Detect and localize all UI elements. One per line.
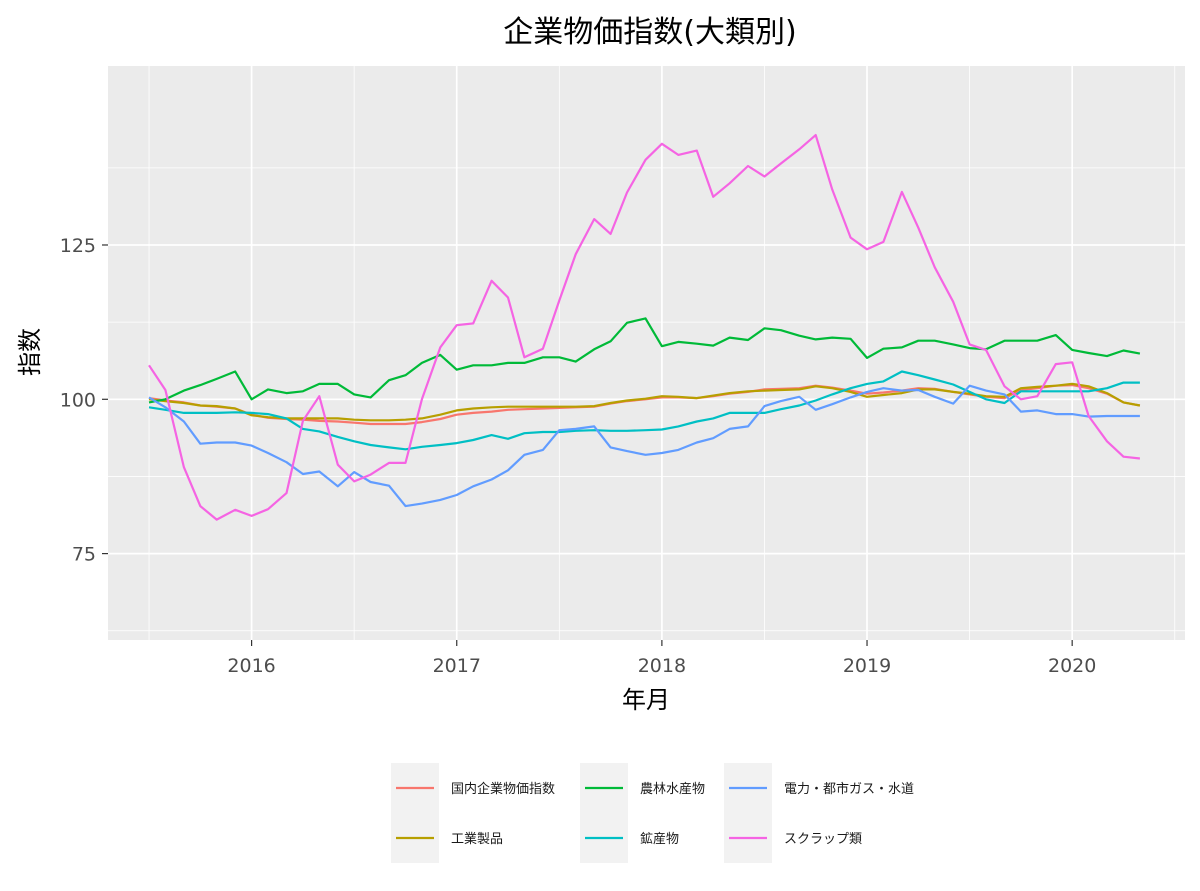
plot-panel bbox=[108, 66, 1185, 640]
series-line-3 bbox=[148, 370, 1140, 451]
legend-label: 電力・都市ガス・水道 bbox=[784, 781, 914, 797]
y-axis-title: 指数 bbox=[16, 328, 44, 376]
x-tick-label: 2018 bbox=[638, 655, 686, 677]
x-tick-label: 2016 bbox=[227, 655, 275, 677]
chart-title: 企業物価指数(大類別) bbox=[503, 15, 796, 50]
legend-label: 工業製品 bbox=[451, 831, 503, 847]
series-lines bbox=[148, 134, 1141, 521]
series-line-4 bbox=[148, 384, 1140, 508]
legend-label: 国内企業物価指数 bbox=[451, 781, 555, 797]
y-axis: 75 100 125 bbox=[60, 235, 108, 566]
x-axis-title: 年月 bbox=[622, 686, 670, 714]
legend-label: 農林水産物 bbox=[640, 781, 705, 797]
legend-label: スクラップ類 bbox=[784, 832, 862, 847]
series-line-2 bbox=[148, 317, 1141, 404]
legend-label: 鉱産物 bbox=[640, 831, 679, 847]
x-tick-label: 2017 bbox=[433, 655, 481, 677]
series-line-5 bbox=[148, 134, 1141, 521]
y-tick-label: 125 bbox=[60, 235, 96, 257]
y-tick-label: 100 bbox=[60, 389, 96, 411]
x-tick-label: 2020 bbox=[1048, 655, 1096, 677]
y-tick-label: 75 bbox=[72, 544, 96, 566]
x-tick-label: 2019 bbox=[843, 655, 891, 677]
x-axis: 2016 2017 2018 2019 2020 bbox=[227, 640, 1096, 677]
